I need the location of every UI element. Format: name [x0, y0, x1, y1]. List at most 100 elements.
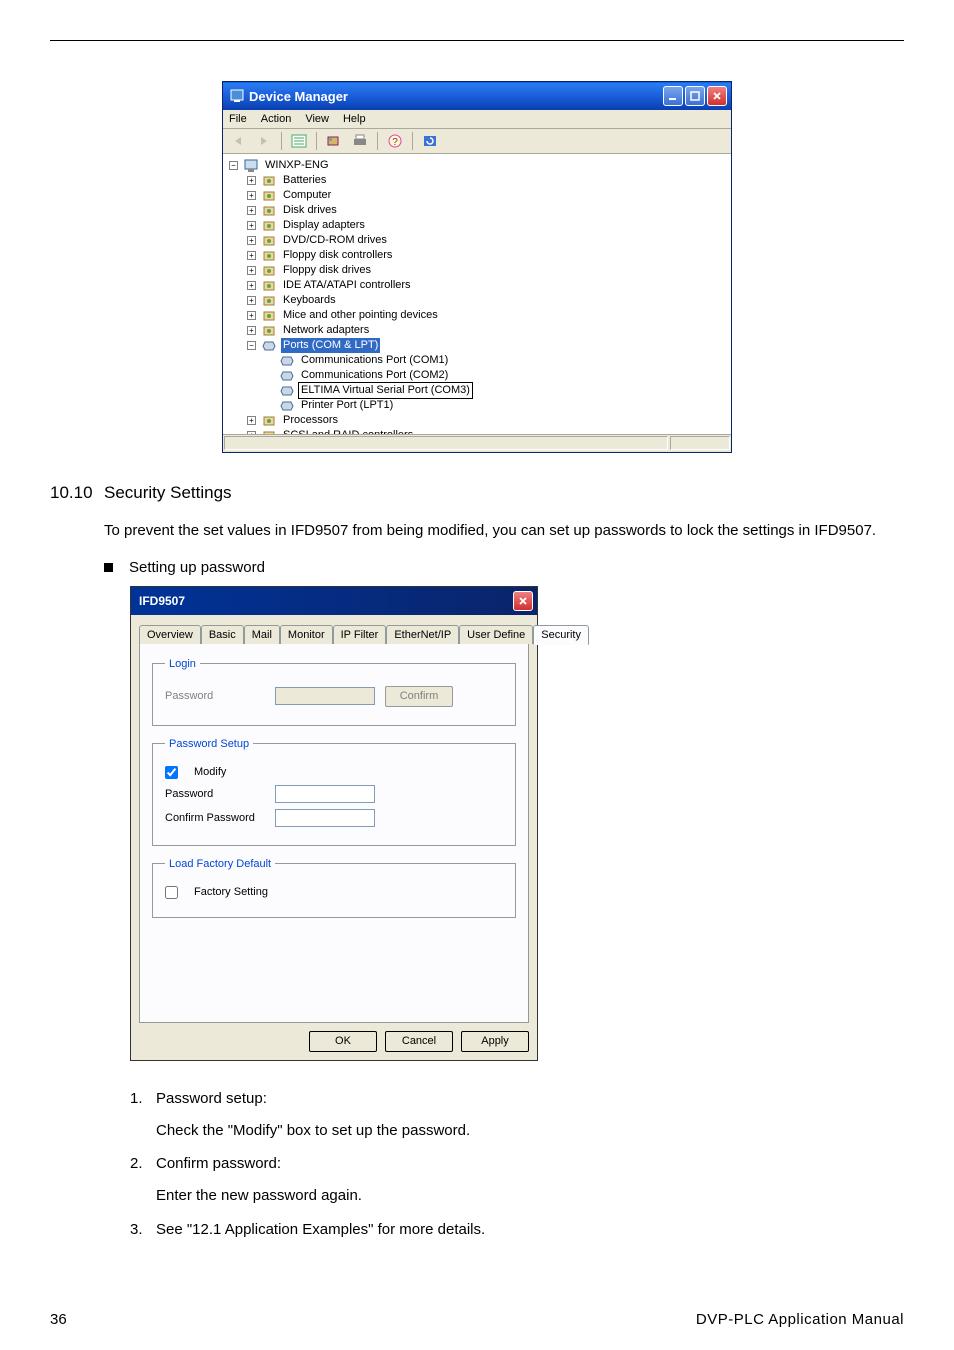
tree-node[interactable]: + Processors: [245, 413, 727, 428]
expander-icon[interactable]: +: [247, 416, 256, 425]
print-icon[interactable]: [351, 132, 369, 150]
tree-node-label: ELTIMA Virtual Serial Port (COM3): [299, 383, 472, 398]
modify-checkbox[interactable]: [165, 766, 178, 779]
ifd-close-button[interactable]: [513, 591, 533, 611]
list-item-head: Confirm password:: [156, 1150, 904, 1178]
expander-icon[interactable]: +: [247, 206, 256, 215]
tree-node[interactable]: +Floppy disk controllers: [245, 248, 727, 263]
ok-button[interactable]: OK: [309, 1031, 377, 1052]
minimize-button[interactable]: [663, 86, 683, 106]
tree-node[interactable]: Printer Port (LPT1): [263, 398, 727, 413]
tree-node[interactable]: +Network adapters: [245, 323, 727, 338]
menu-help[interactable]: Help: [343, 113, 366, 125]
confirm-password-label: Confirm Password: [165, 812, 265, 824]
properties-icon[interactable]: [290, 132, 308, 150]
expander-icon[interactable]: +: [247, 251, 256, 260]
tab-security[interactable]: Security: [533, 625, 589, 645]
tab-mail[interactable]: Mail: [244, 625, 280, 644]
tree-node[interactable]: + Keyboards: [245, 293, 727, 308]
tab-overview[interactable]: Overview: [139, 625, 201, 644]
devmgr-titlebar: Device Manager: [223, 82, 731, 110]
tree-node[interactable]: −Ports (COM & LPT): [245, 338, 727, 353]
tab-ethernet-ip[interactable]: EtherNet/IP: [386, 625, 459, 644]
list-item-body: Check the "Modify" box to set up the pas…: [156, 1117, 904, 1145]
expander-icon[interactable]: +: [247, 326, 256, 335]
device-icon: [280, 369, 296, 383]
tab-monitor[interactable]: Monitor: [280, 625, 333, 644]
tree-node-label: Keyboards: [281, 293, 338, 308]
expander-icon[interactable]: +: [247, 431, 256, 434]
menu-view[interactable]: View: [305, 113, 329, 125]
section-number: 10.10: [50, 483, 104, 503]
password-label: Password: [165, 788, 265, 800]
device-icon: [262, 429, 278, 435]
tree-node-label: Floppy disk drives: [281, 263, 373, 278]
menu-file[interactable]: File: [229, 113, 247, 125]
help-icon[interactable]: ?: [386, 132, 404, 150]
tree-node[interactable]: +Computer: [245, 188, 727, 203]
tree-node-label: Processors: [281, 413, 340, 428]
tree-node[interactable]: +IDE ATA/ATAPI controllers: [245, 278, 727, 293]
header-rule: [50, 40, 904, 41]
refresh-icon[interactable]: [421, 132, 439, 150]
login-password-input: [275, 687, 375, 705]
tree-node-label: Mice and other pointing devices: [281, 308, 440, 323]
login-legend: Login: [165, 658, 200, 670]
expander-icon[interactable]: +: [247, 296, 256, 305]
tree-node-label: Display adapters: [281, 218, 367, 233]
devmgr-toolbar: ?: [223, 129, 731, 154]
tree-node[interactable]: + Display adapters: [245, 218, 727, 233]
devmgr-tree[interactable]: − WINXP-ENG +Batteries+Computer+Disk dri…: [223, 154, 731, 434]
device-icon: [262, 204, 278, 218]
confirm-password-input[interactable]: [275, 809, 375, 827]
expander-icon[interactable]: +: [247, 236, 256, 245]
setup-legend: Password Setup: [165, 738, 253, 750]
section-title: Security Settings: [104, 483, 232, 503]
expander-icon[interactable]: −: [229, 161, 238, 170]
list-item: 1. Password setup:: [130, 1085, 904, 1113]
menu-action[interactable]: Action: [261, 113, 292, 125]
tree-node[interactable]: + DVD/CD-ROM drives: [245, 233, 727, 248]
close-button[interactable]: [707, 86, 727, 106]
tree-node[interactable]: + Mice and other pointing devices: [245, 308, 727, 323]
expander-icon[interactable]: +: [247, 221, 256, 230]
expander-icon[interactable]: +: [247, 176, 256, 185]
tree-node[interactable]: +Disk drives: [245, 203, 727, 218]
scan-icon[interactable]: [325, 132, 343, 150]
tree-node[interactable]: +SCSI and RAID controllers: [245, 428, 727, 434]
device-icon: [262, 324, 278, 338]
password-input[interactable]: [275, 785, 375, 803]
tab-user-define[interactable]: User Define: [459, 625, 533, 644]
list-item: 2. Confirm password:: [130, 1150, 904, 1178]
maximize-button[interactable]: [685, 86, 705, 106]
list-number: 1.: [130, 1085, 156, 1113]
tab-ip-filter[interactable]: IP Filter: [333, 625, 387, 644]
factory-checkbox[interactable]: [165, 886, 178, 899]
tree-node[interactable]: Communications Port (COM1): [263, 353, 727, 368]
device-icon: [262, 414, 278, 428]
ifd-tabstrip: OverviewBasicMailMonitorIP FilterEtherNe…: [139, 625, 529, 644]
svg-text:?: ?: [392, 137, 398, 148]
expander-icon[interactable]: −: [247, 341, 256, 350]
tree-node[interactable]: + Floppy disk drives: [245, 263, 727, 278]
cancel-button[interactable]: Cancel: [385, 1031, 453, 1052]
device-icon: [280, 399, 296, 413]
tree-root-node[interactable]: − WINXP-ENG: [227, 158, 727, 173]
expander-icon[interactable]: +: [247, 281, 256, 290]
tree-node[interactable]: Communications Port (COM2): [263, 368, 727, 383]
password-setup-group: Password Setup Modify Password Confirm P…: [152, 738, 516, 846]
expander-icon[interactable]: +: [247, 266, 256, 275]
expander-icon[interactable]: +: [247, 191, 256, 200]
page-number: 36: [50, 1311, 67, 1328]
expander-icon[interactable]: +: [247, 311, 256, 320]
tree-node-label: DVD/CD-ROM drives: [281, 233, 389, 248]
tree-node-label: Communications Port (COM2): [299, 368, 450, 383]
tree-root-label: WINXP-ENG: [263, 158, 331, 173]
expander-icon: [265, 386, 274, 395]
tab-basic[interactable]: Basic: [201, 625, 244, 644]
expander-icon: [265, 371, 274, 380]
apply-button[interactable]: Apply: [461, 1031, 529, 1052]
tree-node[interactable]: ELTIMA Virtual Serial Port (COM3): [263, 383, 727, 398]
tree-node[interactable]: +Batteries: [245, 173, 727, 188]
bullet-label: Setting up password: [129, 559, 265, 576]
